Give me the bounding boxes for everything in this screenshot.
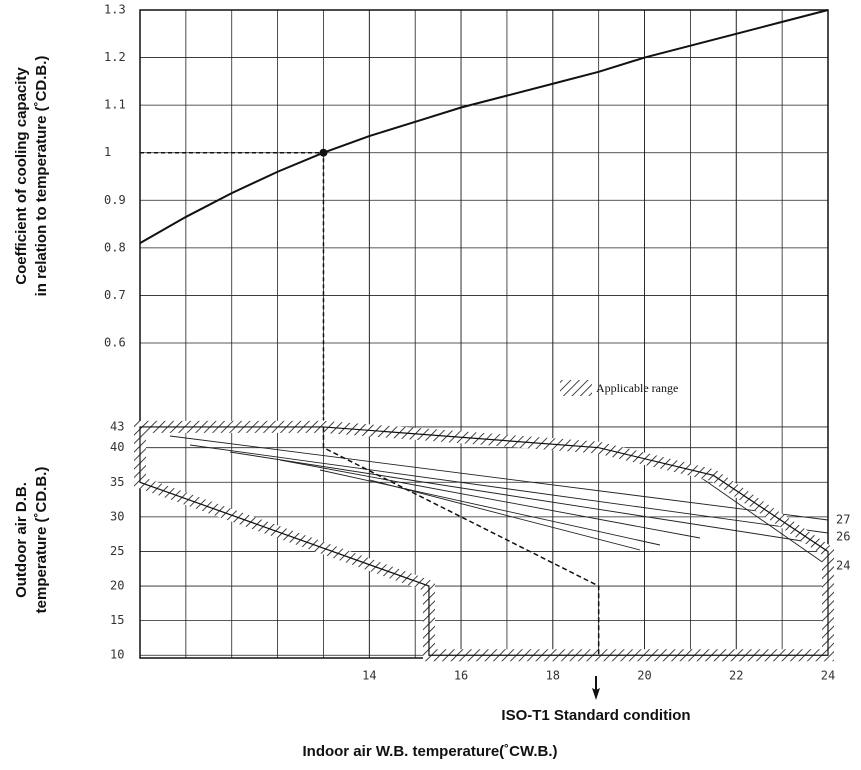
plot-frame — [139, 9, 829, 659]
x-tick-label: 16 — [454, 669, 468, 683]
y-tick-label: 10 — [110, 648, 124, 662]
x-tick-label: 24 — [821, 669, 835, 683]
iso-label: ISO-T1 Standard condition — [501, 707, 690, 724]
iso-path — [322, 426, 600, 656]
y-tick-label: 20 — [110, 579, 124, 593]
applicable-range — [139, 426, 829, 656]
wb-lines — [169, 435, 829, 567]
y-tick-label: 1 — [104, 145, 111, 159]
y-tick-label: 43 — [110, 419, 124, 433]
y-tick-label: 15 — [110, 613, 124, 627]
x-tick-label: 20 — [637, 669, 651, 683]
reference-point — [319, 148, 328, 157]
y-tick-label: 0.9 — [104, 193, 126, 207]
y-tick-label: 35 — [110, 475, 124, 489]
y-tick-label: 25 — [110, 544, 124, 558]
y-axis-title: Outdoor air D.B. — [13, 482, 30, 598]
y-tick-label: 1.3 — [104, 3, 126, 17]
y-tick-label: 0.8 — [104, 240, 126, 254]
y-tick-label: 0.6 — [104, 336, 126, 350]
y-tick-label: 30 — [110, 509, 124, 523]
legend-label: Applicable range — [596, 381, 678, 395]
y-tick-label: 1.1 — [104, 98, 126, 112]
iso-arrow — [592, 688, 600, 700]
y-tick-label: 1.2 — [104, 50, 126, 64]
y-tick-label: 40 — [110, 440, 124, 454]
y-axis-title: Coefficient of cooling capacity — [13, 67, 30, 285]
x-tick-label: 14 — [362, 669, 376, 683]
y-axis-title: temperature (˚CD.B.) — [33, 467, 50, 614]
x-tick-label: 18 — [546, 669, 560, 683]
legend-swatch — [560, 380, 592, 396]
line-label: 26 — [836, 530, 850, 544]
y-axis-title: in relation to temperature (˚CD.B.) — [33, 56, 50, 297]
x-tick-label: 22 — [729, 669, 743, 683]
line-label: 24 — [836, 559, 850, 573]
y-tick-label: 0.7 — [104, 288, 126, 302]
line-label: 27 — [836, 513, 850, 527]
curve — [139, 9, 829, 244]
x-axis-title: Indoor air W.B. temperature(˚CW.B.) — [302, 743, 557, 760]
